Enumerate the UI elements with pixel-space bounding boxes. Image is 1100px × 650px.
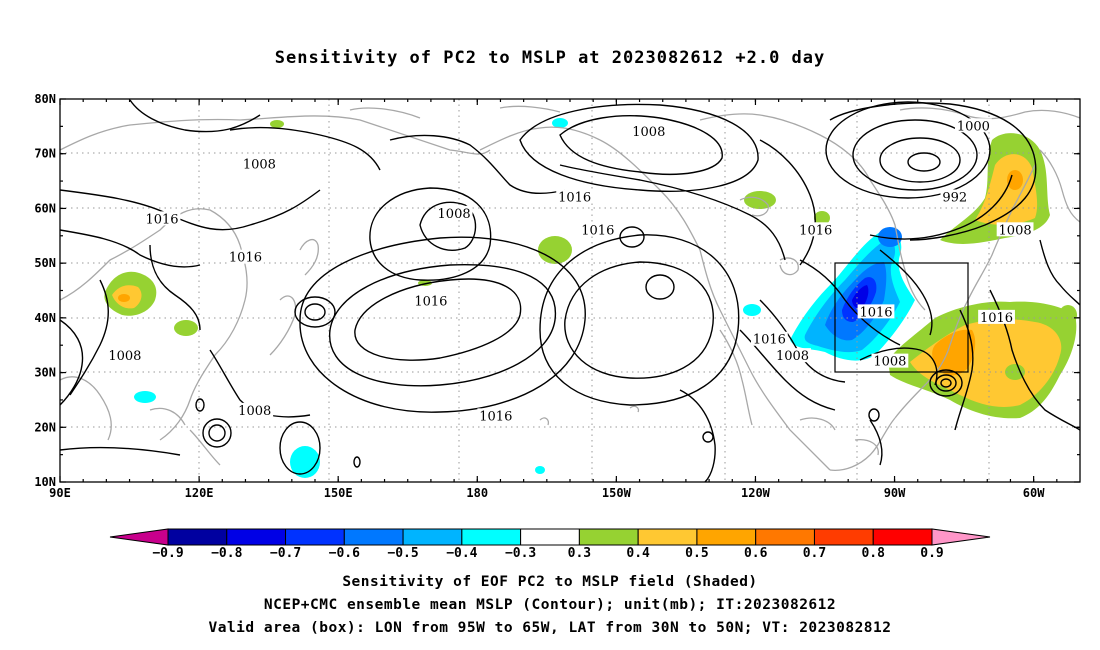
map-frame bbox=[59, 98, 1081, 483]
colorbar-label: 0.5 bbox=[685, 546, 708, 561]
contour-label: 1008 bbox=[999, 223, 1032, 238]
colorbar-swatch bbox=[637, 528, 698, 546]
colorbar-label: −0.9 bbox=[152, 546, 183, 561]
lon-tick-label: 90E bbox=[49, 486, 71, 500]
colorbar: −0.9 −0.8 −0.7 −0.6 −0.5 −0.4 −0.3 0.3 0.4 0.5 0.6… bbox=[109, 528, 991, 561]
contour-label: 1008 bbox=[438, 207, 471, 222]
contour-label-bg bbox=[871, 353, 909, 368]
lat-tick-label: 40N bbox=[34, 311, 56, 325]
lon-tick-label: 90W bbox=[884, 486, 906, 500]
colorbar-swatch bbox=[226, 528, 287, 546]
colorbar-label: 0.7 bbox=[803, 546, 826, 561]
lon-tick-label: 150W bbox=[602, 486, 632, 500]
contour-label: 1008 bbox=[108, 349, 141, 364]
mslp-contours bbox=[60, 99, 1080, 482]
contour-label: 1016 bbox=[980, 311, 1013, 326]
contour-label: 1008 bbox=[238, 404, 271, 419]
lat-tick-label: 80N bbox=[34, 92, 56, 106]
contour-label-bg bbox=[940, 189, 970, 204]
contour-label: 1016 bbox=[581, 223, 614, 238]
contour-label-bg bbox=[240, 156, 278, 171]
colorbar-swatch bbox=[813, 528, 874, 546]
contour-label-bg bbox=[227, 249, 264, 264]
colorbar-label: −0.7 bbox=[270, 546, 301, 561]
contour-label-bg bbox=[412, 293, 450, 308]
shade-pos05-atlantic bbox=[932, 329, 976, 376]
colorbar-label: 0.9 bbox=[920, 546, 943, 561]
contour-label-bg bbox=[978, 309, 1015, 324]
caption-line-1: Sensitivity of EOF PC2 to MSLP field (Sh… bbox=[342, 574, 758, 590]
lon-tick-label: 180 bbox=[466, 486, 488, 500]
contour-label-bg bbox=[477, 408, 515, 423]
contour-label-bg bbox=[579, 222, 617, 237]
colorbar-label: −0.5 bbox=[387, 546, 418, 561]
contour-label: 1008 bbox=[776, 349, 809, 364]
lat-tick-label: 70N bbox=[34, 147, 56, 161]
shade-neg08 bbox=[852, 285, 869, 309]
lat-tick-label: 50N bbox=[34, 256, 56, 270]
caption-line-3: Valid area (box): LON from 95W to 65W, L… bbox=[208, 620, 892, 636]
colorbar-label: 0.3 bbox=[568, 546, 591, 561]
colorbar-label: 0.4 bbox=[626, 546, 650, 561]
lat-tick-label: 20N bbox=[34, 420, 56, 434]
colorbar-swatch bbox=[872, 528, 933, 546]
chart-title: Sensitivity of PC2 to MSLP at 2023082612… bbox=[274, 48, 826, 68]
contour-label-bg bbox=[750, 331, 788, 346]
colorbar-swatch bbox=[343, 528, 404, 546]
contour-label: 1008 bbox=[243, 158, 276, 173]
contour-label: 1016 bbox=[145, 212, 178, 227]
colorbar-label: −0.6 bbox=[329, 546, 360, 561]
lon-tick-label: 120E bbox=[185, 486, 214, 500]
coastlines bbox=[60, 105, 1080, 471]
colorbar-label: 0.6 bbox=[744, 546, 768, 561]
lon-tick-label: 150E bbox=[324, 486, 353, 500]
contour-label-bg bbox=[236, 402, 274, 417]
grid-lines bbox=[60, 99, 1080, 482]
colorbar-swatch bbox=[461, 528, 522, 546]
lat-tick-label: 60N bbox=[34, 201, 56, 215]
colorbar-label: −0.3 bbox=[505, 546, 536, 561]
colorbar-swatch bbox=[696, 528, 757, 546]
lat-tick-label: 10N bbox=[34, 475, 56, 489]
contour-label: 1016 bbox=[753, 333, 786, 348]
lon-tick-label: 120W bbox=[741, 486, 771, 500]
contour-label: 1000 bbox=[957, 119, 990, 134]
lon-tick-label: 60W bbox=[1023, 486, 1045, 500]
contour-label: 992 bbox=[942, 190, 967, 205]
contour-label: 1016 bbox=[414, 294, 447, 309]
contour-label-bg bbox=[435, 205, 473, 220]
contour-label: 1016 bbox=[558, 190, 591, 205]
contour-label-bg bbox=[857, 304, 895, 319]
caption-line-2: NCEP+CMC ensemble mean MSLP (Contour); u… bbox=[263, 597, 837, 613]
colorbar-swatch bbox=[578, 528, 639, 546]
colorbar-right-arrow bbox=[931, 528, 991, 546]
contour-label: 1016 bbox=[799, 223, 832, 238]
colorbar-label: −0.4 bbox=[446, 546, 477, 561]
lat-tick-label: 30N bbox=[34, 366, 56, 380]
contour-label: 1016 bbox=[859, 305, 892, 320]
contour-label: 1016 bbox=[479, 409, 512, 424]
contour-label-bg bbox=[797, 222, 835, 237]
contour-label-bg bbox=[143, 211, 181, 226]
colorbar-label: −0.8 bbox=[211, 546, 242, 561]
contour-label-bg bbox=[774, 348, 811, 363]
colorbar-swatch bbox=[285, 528, 345, 546]
colorbar-label: 0.8 bbox=[861, 546, 885, 561]
contour-label-bg bbox=[106, 348, 144, 363]
contour-label: 1008 bbox=[632, 125, 665, 140]
valid-area-box bbox=[834, 262, 969, 373]
contour-label: 1008 bbox=[873, 355, 906, 370]
contour-label-bg bbox=[954, 118, 992, 133]
contour-label: 1016 bbox=[229, 251, 262, 266]
colorbar-swatch bbox=[402, 528, 463, 546]
contour-label-bg bbox=[630, 123, 668, 138]
colorbar-swatch bbox=[167, 528, 228, 546]
colorbar-swatch bbox=[755, 528, 815, 546]
colorbar-swatch bbox=[520, 528, 580, 546]
colorbar-left-arrow bbox=[109, 528, 169, 546]
contour-label-bg bbox=[996, 222, 1034, 237]
contour-label-bg bbox=[556, 189, 594, 204]
